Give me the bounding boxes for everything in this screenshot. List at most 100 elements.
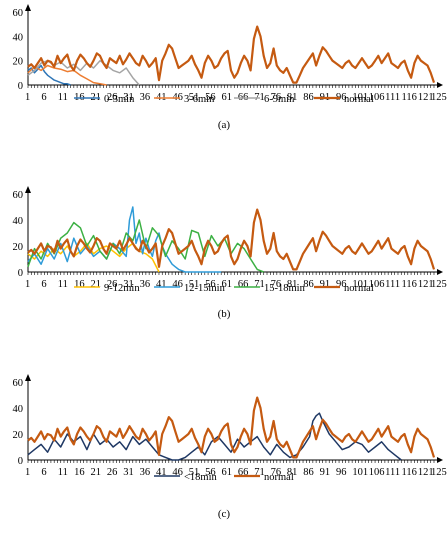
x-tick-label: 21 bbox=[90, 279, 101, 290]
legend-label-6-9min: 6-9min bbox=[264, 94, 295, 105]
x-tick-label: 11 bbox=[58, 279, 68, 290]
x-axis-arrow bbox=[437, 269, 443, 275]
x-tick-label: 41 bbox=[156, 279, 167, 290]
series-line-normal bbox=[27, 396, 436, 459]
x-tick-label: 16 bbox=[74, 279, 85, 290]
x-tick-label: 21 bbox=[90, 467, 101, 478]
legend-label-9-12min: 9-12min bbox=[104, 283, 140, 294]
y-tick-label: 0 bbox=[18, 456, 23, 467]
y-axis-arrow bbox=[25, 374, 31, 381]
y-tick-label: 60 bbox=[13, 190, 24, 201]
legend-label-12-15min: 12-15min bbox=[184, 283, 226, 294]
x-tick-label: 31 bbox=[123, 279, 133, 290]
x-tick-label: 86 bbox=[303, 279, 314, 290]
y-tick-label: 20 bbox=[13, 242, 24, 253]
x-tick-label: 6 bbox=[41, 279, 46, 290]
y-tick-label: 60 bbox=[13, 378, 24, 389]
x-tick-label: 76 bbox=[271, 279, 282, 290]
x-tick-label: 61 bbox=[221, 467, 232, 478]
legend-label-0-3min: 0-3min bbox=[104, 94, 135, 105]
legend-label-3-6min: 3-6min bbox=[184, 94, 215, 105]
x-tick-label: 81 bbox=[287, 92, 298, 103]
x-tick-label: 16 bbox=[74, 467, 85, 478]
x-tick-label: 11 bbox=[58, 467, 68, 478]
y-tick-label: 60 bbox=[13, 8, 24, 19]
legend-label-normal: normal bbox=[344, 94, 374, 105]
series-line-12-15min bbox=[27, 206, 222, 273]
x-tick-label: 26 bbox=[107, 467, 118, 478]
x-tick-label: 1 bbox=[25, 279, 30, 290]
y-tick-label: 40 bbox=[13, 32, 24, 43]
x-tick-label: 41 bbox=[156, 467, 167, 478]
x-tick-label: 76 bbox=[271, 92, 282, 103]
x-tick-label: 81 bbox=[287, 467, 298, 478]
x-tick-label: 96 bbox=[336, 467, 347, 478]
x-tick-label: 11 bbox=[58, 92, 68, 103]
x-tick-label: 66 bbox=[238, 467, 249, 478]
x-tick-label: 31 bbox=[123, 92, 133, 103]
x-tick-label: 26 bbox=[107, 92, 118, 103]
x-axis-arrow bbox=[437, 457, 443, 463]
y-tick-label: 20 bbox=[13, 57, 24, 68]
x-tick-label: 96 bbox=[336, 279, 347, 290]
y-tick-label: 0 bbox=[18, 81, 23, 92]
x-tick-label: 36 bbox=[140, 467, 151, 478]
x-tick-label: 36 bbox=[140, 279, 151, 290]
legend-label-normal: normal bbox=[264, 472, 294, 483]
x-tick-label: 71 bbox=[254, 467, 265, 478]
x-tick-label: 46 bbox=[172, 279, 183, 290]
x-tick-label: 101 bbox=[352, 92, 368, 103]
x-tick-label: 125 bbox=[431, 92, 447, 103]
chart-caption: (c) bbox=[218, 508, 231, 520]
x-axis-arrow bbox=[437, 82, 443, 88]
y-tick-label: 40 bbox=[13, 216, 24, 227]
x-tick-label: 111 bbox=[385, 92, 400, 103]
x-tick-label: 66 bbox=[238, 279, 249, 290]
series-line-0-3min bbox=[27, 64, 71, 86]
legend-label-<18min: <18min bbox=[184, 472, 218, 483]
x-tick-label: 116 bbox=[402, 92, 417, 103]
series-line-3-6min bbox=[27, 64, 107, 86]
x-tick-label: 76 bbox=[271, 467, 282, 478]
x-tick-label: 106 bbox=[369, 92, 385, 103]
x-tick-label: 26 bbox=[107, 279, 118, 290]
x-tick-label: 1 bbox=[25, 92, 30, 103]
x-tick-label: 51 bbox=[189, 92, 200, 103]
y-tick-label: 40 bbox=[13, 404, 24, 415]
x-tick-label: 36 bbox=[140, 92, 151, 103]
legend-label-15-18min: 15-18min bbox=[264, 283, 306, 294]
y-axis-arrow bbox=[25, 4, 31, 11]
x-tick-label: 46 bbox=[172, 467, 183, 478]
x-tick-label: 125 bbox=[431, 279, 447, 290]
x-tick-label: 116 bbox=[402, 467, 417, 478]
x-tick-label: 111 bbox=[385, 279, 400, 290]
x-tick-label: 91 bbox=[320, 279, 331, 290]
x-tick-label: 101 bbox=[352, 279, 368, 290]
x-tick-label: 86 bbox=[303, 467, 314, 478]
x-tick-label: 101 bbox=[352, 467, 368, 478]
x-tick-label: 51 bbox=[189, 467, 200, 478]
x-tick-label: 6 bbox=[41, 92, 46, 103]
x-tick-label: 121 bbox=[418, 92, 434, 103]
x-tick-label: 86 bbox=[303, 92, 314, 103]
chart-caption: (b) bbox=[218, 308, 231, 320]
x-tick-label: 31 bbox=[123, 467, 133, 478]
x-tick-label: 71 bbox=[254, 279, 265, 290]
x-tick-label: 121 bbox=[418, 279, 434, 290]
x-tick-label: 56 bbox=[205, 92, 216, 103]
x-tick-label: 106 bbox=[369, 467, 385, 478]
x-tick-label: 61 bbox=[221, 279, 232, 290]
x-tick-label: 91 bbox=[320, 467, 331, 478]
x-tick-label: 51 bbox=[189, 279, 200, 290]
x-tick-label: 1 bbox=[25, 467, 30, 478]
x-tick-label: 6 bbox=[41, 467, 46, 478]
y-tick-label: 0 bbox=[18, 268, 23, 279]
x-tick-label: 56 bbox=[205, 279, 216, 290]
x-tick-label: 96 bbox=[336, 92, 347, 103]
x-tick-label: 106 bbox=[369, 279, 385, 290]
x-tick-label: 81 bbox=[287, 279, 298, 290]
